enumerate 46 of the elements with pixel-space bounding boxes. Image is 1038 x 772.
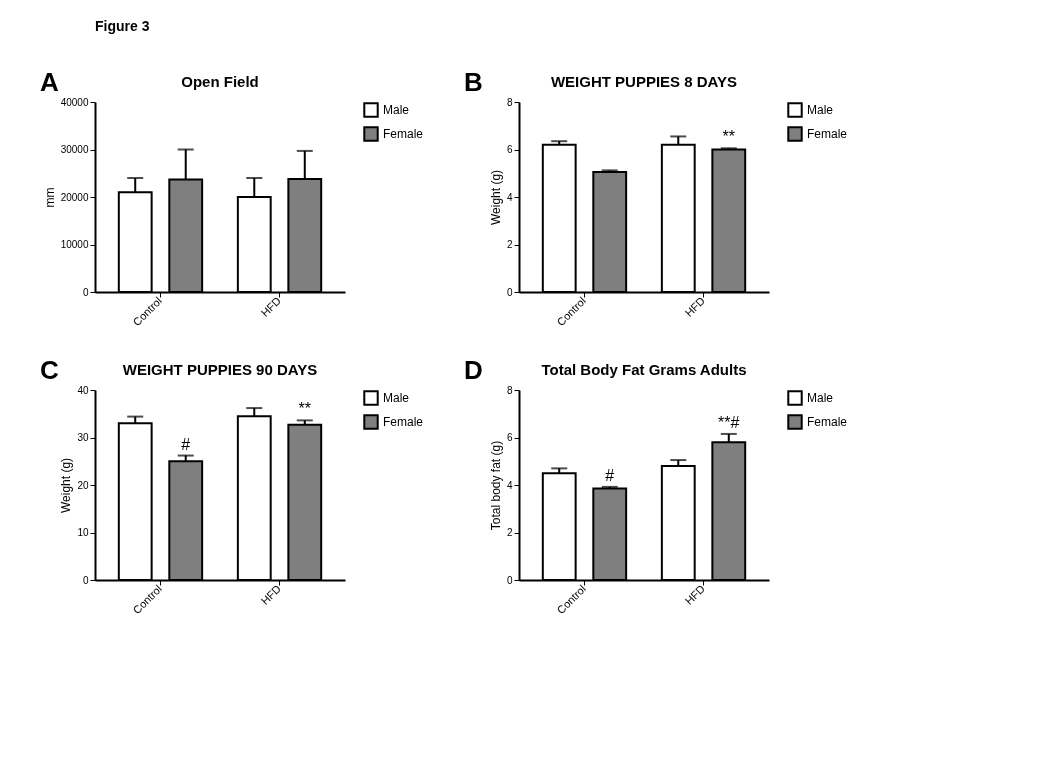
annotation: # <box>181 435 191 453</box>
y-tick-label: 20 <box>77 479 89 491</box>
y-tick-label: 4 <box>506 479 513 491</box>
y-tick-label: 6 <box>506 432 513 443</box>
legend-label: Female <box>383 415 424 429</box>
legend-label: Female <box>807 127 848 141</box>
text: A <box>40 67 59 97</box>
y-tick-label: 8 <box>506 96 513 108</box>
text: B <box>464 67 483 97</box>
chart-title: Open Field <box>181 73 259 90</box>
y-tick-label: 30 <box>77 432 89 443</box>
annotation: ** <box>298 400 311 418</box>
y-tick-label: 30000 <box>60 144 89 155</box>
y-axis-title: Weight (g) <box>59 457 74 514</box>
legend-label: Male <box>383 103 410 117</box>
y-tick-label: 10 <box>77 527 89 538</box>
y-tick-label: 0 <box>506 574 513 586</box>
y-tick-label: 6 <box>506 144 513 155</box>
legend-label: Female <box>383 127 424 141</box>
text: D <box>464 355 483 385</box>
y-axis-title: Weight (g) <box>488 169 503 226</box>
y-tick-label: 0 <box>82 286 89 298</box>
y-tick-label: 0 <box>506 286 513 298</box>
y-tick-label: 2 <box>506 527 513 538</box>
text: Figure 3 <box>95 18 150 34</box>
y-tick-label: 4 <box>506 191 513 203</box>
chart-title: WEIGHT PUPPIES 90 DAYS <box>122 361 318 378</box>
legend-label: Male <box>383 391 410 405</box>
text: C <box>40 355 59 385</box>
chart-title: WEIGHT PUPPIES 8 DAYS <box>550 73 738 90</box>
y-tick-label: 20000 <box>60 191 89 203</box>
y-tick-label: 8 <box>506 384 513 396</box>
annotation: ** <box>722 128 735 146</box>
chart-title: Total Body Fat Grams Adults <box>541 361 747 378</box>
annotation: # <box>605 466 615 484</box>
annotation: **# <box>718 413 740 431</box>
y-axis-title: Total body fat (g) <box>488 440 503 531</box>
y-axis-title: mm <box>42 187 57 208</box>
legend-label: Female <box>807 415 848 429</box>
legend-label: Male <box>807 391 834 405</box>
legend-label: Male <box>807 103 834 117</box>
y-tick-label: 40000 <box>60 96 89 108</box>
y-tick-label: 2 <box>506 239 513 250</box>
y-tick-label: 10000 <box>60 239 89 250</box>
y-tick-label: 0 <box>82 574 89 586</box>
y-tick-label: 40 <box>77 384 89 396</box>
